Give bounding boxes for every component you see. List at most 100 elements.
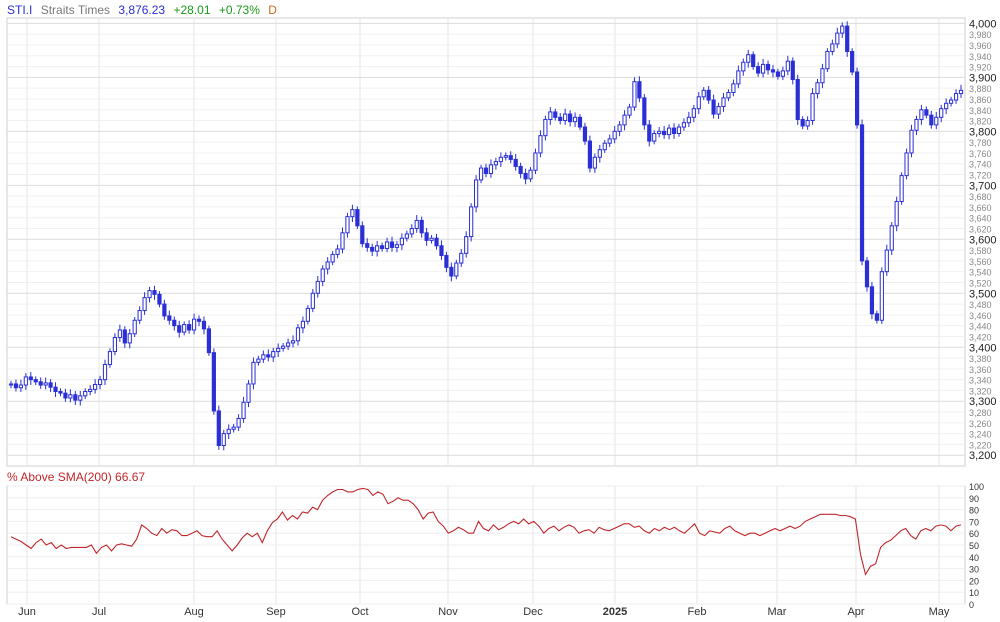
price-y-tick-label: 3,760 [969,149,992,159]
candle-body [28,376,33,381]
candle [721,93,726,112]
candle-body [681,122,687,128]
candle [622,110,627,131]
candle [434,233,439,250]
price-y-tick-label: 3,680 [969,192,992,202]
candle-body [256,358,261,363]
candle-body [592,156,597,169]
candle [157,291,162,308]
x-axis-label: Mar [768,606,787,618]
candle-body [290,340,296,344]
candle [820,63,825,89]
candle-body [384,241,390,249]
candle-body [582,126,588,142]
candle-body [459,252,464,264]
candle [770,64,776,78]
candle [196,315,202,327]
candle-body [637,81,642,99]
candle [513,154,518,171]
candle-body [652,133,657,142]
candle-body [439,245,444,256]
candle-body [469,206,474,238]
candle-body [320,268,325,282]
candle-body [909,129,914,154]
candle [261,350,266,363]
candle-body [533,152,538,171]
candle-body [449,266,454,277]
candle-body [780,70,785,77]
period-indicator[interactable]: D [268,3,277,17]
price-y-tick-label: 3,860 [969,95,992,105]
candle-body [414,219,419,230]
price-y-tick-label: 3,400 [969,342,997,354]
candle-body [503,155,508,158]
candle [840,22,845,38]
candle [874,310,879,324]
candle [919,104,924,125]
candle [340,227,345,254]
candle-body [924,109,929,116]
candle [216,405,221,450]
candle-body [632,81,637,108]
candle [909,124,914,158]
candle [206,325,212,356]
price-y-tick-label: 3,980 [969,30,992,40]
candle [187,320,192,334]
candle-body [97,379,103,385]
candle-body [122,329,127,344]
candle-body [617,124,622,132]
candle [671,123,677,139]
candle [315,276,320,298]
price-y-tick-label: 3,380 [969,354,992,364]
candle-body [572,116,578,123]
price-y-tick-label: 3,200 [969,450,997,462]
candle [384,237,390,253]
candle-body [568,113,573,123]
candle-body [845,25,850,52]
candle [147,286,152,303]
candle [572,112,578,128]
candle [597,144,602,163]
candle [657,127,662,138]
candle [88,385,93,396]
candle-body [246,383,251,403]
candle [528,166,533,183]
candle-body [419,219,424,234]
candle [785,55,790,76]
candle-body [162,303,167,317]
candle-body [325,261,330,270]
candle [904,148,909,180]
candle [78,390,83,406]
candle-body [172,319,177,327]
candle [276,343,281,357]
candle [73,390,78,406]
candle [182,321,187,336]
candle-body [686,116,691,124]
x-axis-label: Apr [847,606,864,618]
price-y-tick-label: 3,480 [969,300,992,310]
candle-body [543,118,548,137]
candle [736,65,741,89]
indicator-line [10,487,962,576]
candle [568,110,573,127]
candle [345,212,350,238]
price-y-tick-label: 3,320 [969,386,992,396]
candle [662,125,667,139]
candle-body [859,124,865,262]
candle-body [375,245,380,252]
candle [775,68,781,80]
candle-body [647,124,652,142]
candle-body [642,97,647,126]
symbol-label[interactable]: STI.I [7,3,33,17]
candle-body [201,320,207,330]
candle-body [716,106,721,115]
candle-body [483,167,489,174]
candle [790,57,795,85]
candle-body [132,319,137,335]
candle-body [840,25,845,34]
candle [285,338,291,350]
candle [666,124,672,140]
candle [587,135,593,173]
candle [449,262,454,282]
